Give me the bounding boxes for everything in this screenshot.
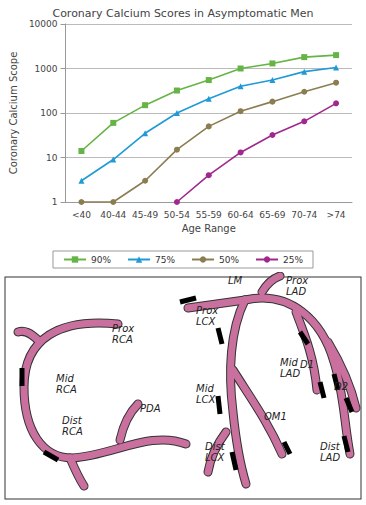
svg-text:>74: >74 xyxy=(327,210,346,220)
svg-text:Age Range: Age Range xyxy=(182,223,236,234)
svg-text:25%: 25% xyxy=(283,255,303,265)
svg-text:MidRCA: MidRCA xyxy=(56,373,77,395)
svg-text:DistLCX: DistLCX xyxy=(205,441,226,463)
svg-text:ProxLAD: ProxLAD xyxy=(286,275,308,297)
svg-text:40-44: 40-44 xyxy=(100,210,126,220)
svg-text:Coronary Calcium Scope: Coronary Calcium Scope xyxy=(8,52,19,175)
svg-text:90%: 90% xyxy=(91,255,111,265)
svg-text:PDA: PDA xyxy=(140,403,161,414)
svg-text:55-59: 55-59 xyxy=(196,210,222,220)
svg-text:100: 100 xyxy=(40,108,57,118)
svg-text:MidLAD: MidLAD xyxy=(280,357,300,379)
svg-text:D2: D2 xyxy=(334,381,348,392)
svg-text:DistLAD: DistLAD xyxy=(320,441,341,463)
svg-text:OM1: OM1 xyxy=(264,411,287,422)
svg-text:65-69: 65-69 xyxy=(259,210,285,220)
svg-text:<40: <40 xyxy=(72,210,91,220)
svg-text:ProxLCX: ProxLCX xyxy=(196,305,218,327)
svg-text:1: 1 xyxy=(52,197,58,207)
svg-text:DistRCA: DistRCA xyxy=(62,415,83,437)
svg-text:70-74: 70-74 xyxy=(291,210,317,220)
svg-text:LM: LM xyxy=(228,275,243,286)
svg-text:10: 10 xyxy=(46,153,58,163)
svg-text:Coronary Calcium Scores in Asy: Coronary Calcium Scores in Asymptomatic … xyxy=(52,7,313,20)
svg-text:75%: 75% xyxy=(155,255,175,265)
svg-text:10000: 10000 xyxy=(29,19,58,29)
svg-text:D1: D1 xyxy=(300,359,314,370)
svg-text:50-54: 50-54 xyxy=(164,210,190,220)
svg-text:50%: 50% xyxy=(219,255,239,265)
svg-text:MidLCX: MidLCX xyxy=(196,383,217,405)
svg-text:60-64: 60-64 xyxy=(228,210,254,220)
svg-text:ProxRCA: ProxRCA xyxy=(112,323,134,345)
svg-text:45-49: 45-49 xyxy=(132,210,158,220)
svg-text:1000: 1000 xyxy=(35,64,58,74)
